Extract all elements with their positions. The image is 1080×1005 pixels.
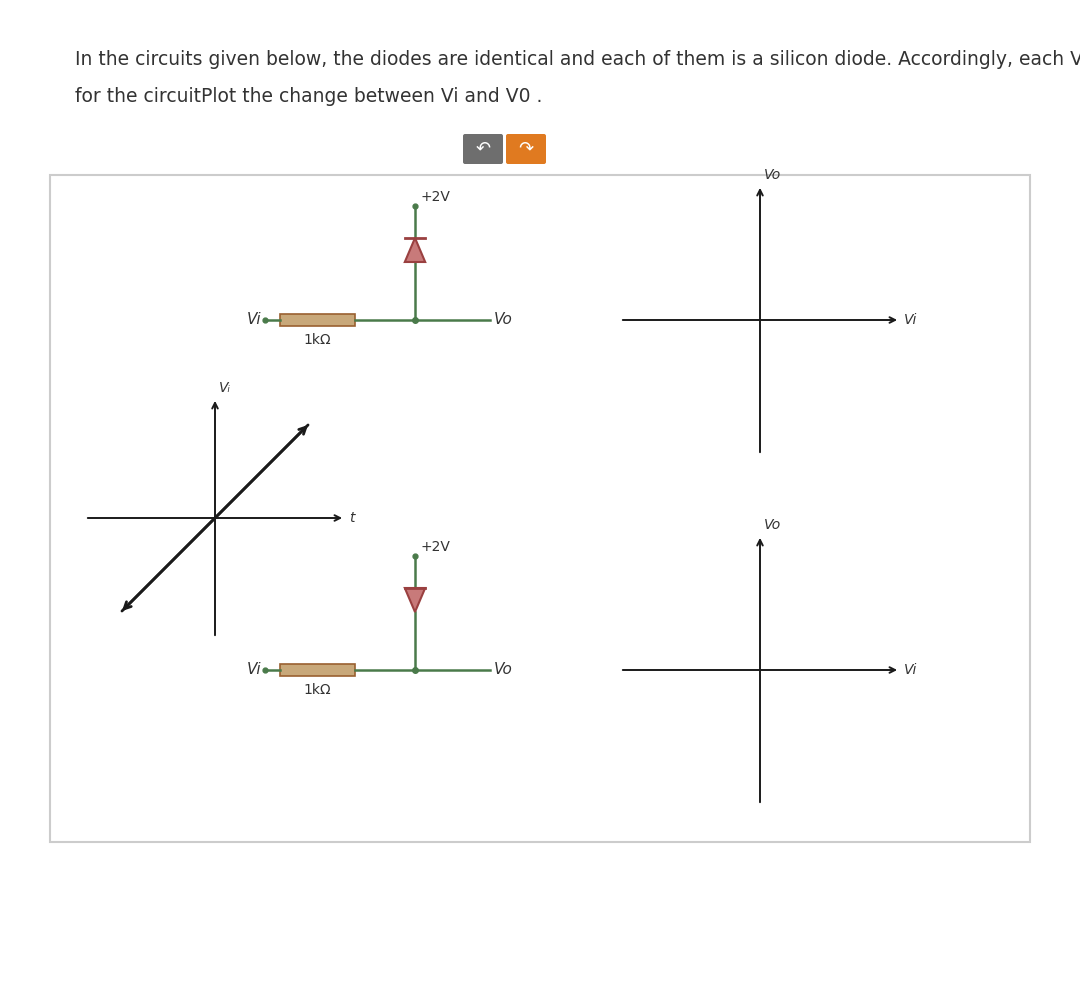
FancyBboxPatch shape — [50, 175, 1030, 842]
Text: ↷: ↷ — [518, 140, 534, 158]
Text: Vo: Vo — [494, 312, 513, 327]
Text: +2V: +2V — [420, 190, 450, 204]
Text: Vo: Vo — [494, 661, 513, 676]
Text: In the circuits given below, the diodes are identical and each of them is a sili: In the circuits given below, the diodes … — [75, 50, 1080, 69]
Text: 1kΩ: 1kΩ — [303, 333, 332, 347]
FancyBboxPatch shape — [280, 314, 355, 326]
Polygon shape — [405, 588, 426, 612]
Text: Vᵢ: Vᵢ — [219, 381, 231, 395]
Text: Vo: Vo — [764, 518, 781, 532]
Text: Vi: Vi — [246, 661, 261, 676]
Text: ↶: ↶ — [475, 140, 490, 158]
Text: Vi: Vi — [904, 663, 917, 677]
FancyBboxPatch shape — [463, 134, 503, 164]
FancyBboxPatch shape — [280, 664, 355, 676]
Polygon shape — [405, 238, 426, 262]
FancyBboxPatch shape — [507, 134, 546, 164]
Text: Vi: Vi — [904, 313, 917, 327]
Text: t: t — [349, 511, 354, 525]
Text: 1kΩ: 1kΩ — [303, 683, 332, 697]
Text: +2V: +2V — [420, 540, 450, 554]
Text: Vo: Vo — [764, 168, 781, 182]
Text: Vi: Vi — [246, 312, 261, 327]
Text: for the circuitPlot the change between Vi and V0 .: for the circuitPlot the change between V… — [75, 87, 542, 106]
